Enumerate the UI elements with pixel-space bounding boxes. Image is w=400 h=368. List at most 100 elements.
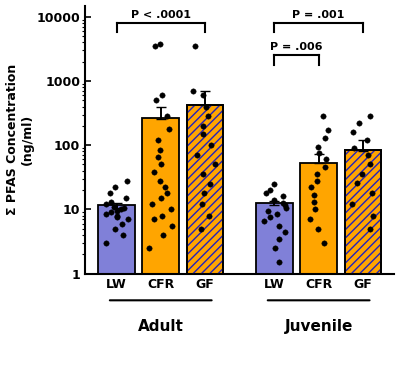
Text: Juvenile: Juvenile xyxy=(284,319,353,334)
Point xyxy=(205,114,211,120)
Point xyxy=(262,190,269,196)
Point xyxy=(158,195,164,201)
Point xyxy=(200,92,206,98)
Point xyxy=(274,211,280,217)
Y-axis label: Σ PFAS Concentration
(ng/ml): Σ PFAS Concentration (ng/ml) xyxy=(6,64,34,215)
Point xyxy=(199,201,205,207)
Point xyxy=(153,98,160,103)
Point xyxy=(367,114,374,120)
Point xyxy=(365,152,371,158)
Point xyxy=(190,88,196,94)
Point xyxy=(311,192,317,198)
Point xyxy=(202,104,209,110)
Bar xyxy=(187,105,223,273)
Point xyxy=(276,236,282,241)
Point xyxy=(276,259,283,265)
Point xyxy=(320,114,326,120)
Point xyxy=(146,245,152,251)
Point xyxy=(322,164,328,170)
Point xyxy=(267,187,273,193)
Point xyxy=(112,226,118,231)
Point xyxy=(321,240,328,246)
Point xyxy=(282,205,289,211)
Point xyxy=(125,216,131,222)
Point xyxy=(201,190,207,196)
Bar xyxy=(344,151,381,273)
Point xyxy=(108,209,114,215)
Point xyxy=(367,162,373,167)
Point xyxy=(354,180,361,186)
Point xyxy=(322,156,329,162)
Point xyxy=(166,126,172,132)
Point xyxy=(198,226,205,231)
Point xyxy=(113,208,120,214)
Point xyxy=(123,195,130,201)
Text: P = .001: P = .001 xyxy=(292,10,345,20)
Point xyxy=(308,184,314,190)
Point xyxy=(325,127,331,133)
Point xyxy=(370,213,377,219)
Point xyxy=(207,181,214,187)
Point xyxy=(260,219,267,224)
Point xyxy=(150,169,157,175)
Point xyxy=(192,43,198,49)
Point xyxy=(162,184,168,190)
Point xyxy=(369,190,375,196)
Text: P = .006: P = .006 xyxy=(270,42,323,52)
Point xyxy=(314,144,321,149)
Point xyxy=(164,114,170,120)
Point xyxy=(168,223,175,229)
Point xyxy=(351,145,358,151)
Point xyxy=(121,205,127,211)
Point xyxy=(157,162,164,167)
Point xyxy=(120,232,126,238)
Point xyxy=(160,232,166,238)
Point xyxy=(316,150,322,156)
Point xyxy=(118,206,124,212)
Point xyxy=(149,201,155,207)
Point xyxy=(267,215,273,220)
Point xyxy=(282,202,288,208)
Point xyxy=(110,204,117,210)
Point xyxy=(276,223,282,229)
Point xyxy=(157,178,163,184)
Point xyxy=(208,142,214,148)
Point xyxy=(119,221,125,227)
Bar xyxy=(187,105,223,273)
Point xyxy=(280,193,286,199)
Point xyxy=(159,92,166,98)
Point xyxy=(364,137,370,143)
Point xyxy=(152,43,158,49)
Bar xyxy=(256,203,293,273)
Point xyxy=(157,147,163,153)
Point xyxy=(312,206,318,212)
Point xyxy=(114,215,121,220)
Point xyxy=(200,131,206,137)
Bar xyxy=(142,118,179,273)
Text: Adult: Adult xyxy=(138,319,184,334)
Point xyxy=(156,41,163,47)
Point xyxy=(322,135,328,141)
Point xyxy=(106,190,113,196)
Point xyxy=(280,200,286,206)
Point xyxy=(194,152,200,158)
Point xyxy=(272,245,278,251)
Point xyxy=(154,154,161,160)
Point xyxy=(124,178,130,184)
Point xyxy=(103,201,109,207)
Bar xyxy=(187,105,223,273)
Point xyxy=(315,226,322,231)
Point xyxy=(314,178,320,184)
Point xyxy=(359,171,366,177)
Bar xyxy=(344,151,381,273)
Point xyxy=(112,184,118,190)
Bar xyxy=(98,205,135,273)
Point xyxy=(270,181,277,187)
Point xyxy=(270,197,277,203)
Point xyxy=(282,229,288,234)
Point xyxy=(154,137,161,143)
Bar xyxy=(300,163,337,273)
Point xyxy=(200,171,206,177)
Point xyxy=(212,162,218,167)
Point xyxy=(307,216,313,222)
